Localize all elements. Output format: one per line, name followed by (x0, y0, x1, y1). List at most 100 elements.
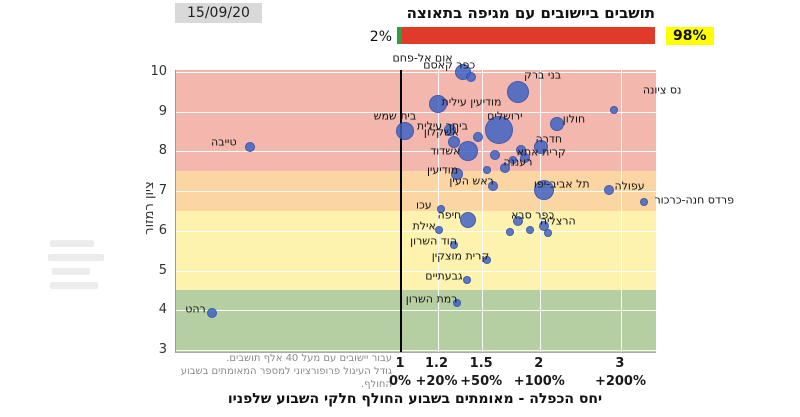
city-bubble (515, 144, 526, 155)
city-bubble (473, 132, 484, 143)
city-bubble (512, 215, 523, 226)
city-label: פרדס חנה-כרכור (654, 193, 734, 207)
city-label: עכו (415, 198, 432, 212)
city-bubble (499, 163, 510, 174)
city-bubble (603, 184, 614, 195)
city-label: עפולה (614, 179, 645, 193)
epidemic-share-bar (397, 27, 655, 44)
chart-title: תושבים ביישובים עם מגיפה בתאוצה (406, 4, 655, 22)
y-tick-label: 3 (158, 341, 167, 357)
h-gridline (176, 349, 656, 351)
city-bubble (449, 241, 458, 250)
city-label: בני ברק (524, 68, 562, 82)
city-label: מודיעין (426, 163, 459, 177)
city-bubble (452, 299, 461, 308)
city-label: הרצליה (539, 214, 576, 228)
city-label: אום אל-פחם (392, 51, 453, 65)
city-bubble (506, 80, 529, 103)
city-label: רהט (185, 302, 206, 316)
city-bubble (483, 255, 492, 264)
left-margin-smudge (52, 268, 90, 275)
city-label: כפר סבא (510, 208, 555, 222)
city-bubble (484, 115, 513, 144)
x-tick-label: 2 (534, 356, 544, 371)
h-gridline (176, 191, 656, 193)
city-bubble (428, 95, 447, 114)
city-bubble (520, 153, 531, 164)
city-label: הוד השרון (410, 234, 457, 248)
city-label: רעננה (503, 155, 533, 169)
city-label: חיפה (437, 208, 462, 222)
v-gridline (620, 70, 622, 352)
city-bubble (509, 156, 518, 165)
green-pct-label: 2% (369, 29, 392, 45)
left-margin-smudge (50, 240, 94, 247)
city-bubble (487, 180, 498, 191)
x-tick-pct-label: 0% (388, 374, 412, 389)
city-bubble (483, 166, 492, 175)
y-tick-label: 10 (150, 64, 167, 79)
x-tick-label: 1.2 (424, 356, 449, 371)
bar-red-segment (402, 27, 655, 44)
x-tick-label: 1.5 (469, 356, 493, 371)
city-bubble (525, 226, 534, 234)
city-bubble (458, 141, 479, 161)
city-label: אילת (412, 219, 436, 233)
zone-band (176, 290, 656, 352)
city-label: אשדוד (430, 144, 461, 158)
x-tick-label: 3 (615, 356, 625, 371)
left-margin-smudge (48, 254, 104, 261)
h-gridline (176, 310, 656, 312)
city-bubble (610, 105, 619, 114)
y-tick-label: 6 (158, 222, 167, 238)
x-tick-label: 1 (395, 356, 405, 371)
city-bubble (533, 140, 548, 155)
city-label: כפר קאסם (423, 58, 476, 72)
city-bubble (460, 212, 477, 229)
city-bubble (543, 229, 552, 238)
footnote-line-1: עבור יישובים עם מעל 40 אלף תושבים. (226, 353, 392, 364)
footnote: עבור יישובים עם מעל 40 אלף תושבים. גודל … (170, 352, 392, 391)
city-label: קרית מוצקין (431, 249, 490, 263)
x-tick-pct-label: +100% (513, 374, 565, 389)
bar-green-segment (397, 27, 403, 44)
zone-band (176, 210, 656, 291)
city-bubble (436, 204, 445, 213)
city-label: ירושלים (487, 109, 523, 123)
baseline-marker (400, 70, 402, 352)
city-bubble (450, 168, 463, 181)
city-bubble (462, 276, 471, 285)
city-label: תל אביב-יפו (533, 177, 590, 191)
red-pct-label: 98% (666, 27, 714, 45)
city-label: רמת השרון (405, 292, 458, 306)
city-label: חדרה (535, 132, 563, 146)
v-gridline (539, 70, 541, 352)
city-label: חולון (562, 112, 586, 126)
city-label: ביתר עילית (416, 119, 468, 133)
city-bubble (505, 227, 514, 236)
x-tick-pct-label: +50% (460, 374, 503, 389)
x-tick-pct-label: +20% (415, 374, 458, 389)
city-bubble (640, 197, 649, 206)
city-label: נס ציונה (642, 83, 682, 97)
city-bubble (395, 122, 414, 141)
city-bubble (244, 142, 255, 153)
plot-area: אום אל-פחם כפר קאסם בני ברק נס ציונה מודיעין… (175, 53, 734, 353)
h-gridline (176, 270, 656, 272)
x-axis-title: יחס הכפלה - מאומתים בשבוע החולף חלקי השב… (227, 391, 603, 407)
h-gridline (176, 111, 656, 113)
x-tick-pct-label: +200% (594, 374, 646, 389)
city-bubble (447, 135, 460, 148)
city-label: בית שמש (373, 109, 417, 123)
city-bubble (550, 117, 565, 131)
city-label: קרית אתא (516, 145, 566, 159)
city-label: ראש העין (449, 174, 494, 188)
city-bubble (533, 179, 554, 200)
y-axis-title: ציון רמזור (142, 181, 157, 235)
city-label: מודיעין עילית (441, 95, 502, 109)
v-gridline (482, 70, 484, 352)
city-bubble (435, 226, 444, 234)
city-bubble (466, 72, 477, 83)
date-label: 15/09/20 (175, 3, 262, 23)
